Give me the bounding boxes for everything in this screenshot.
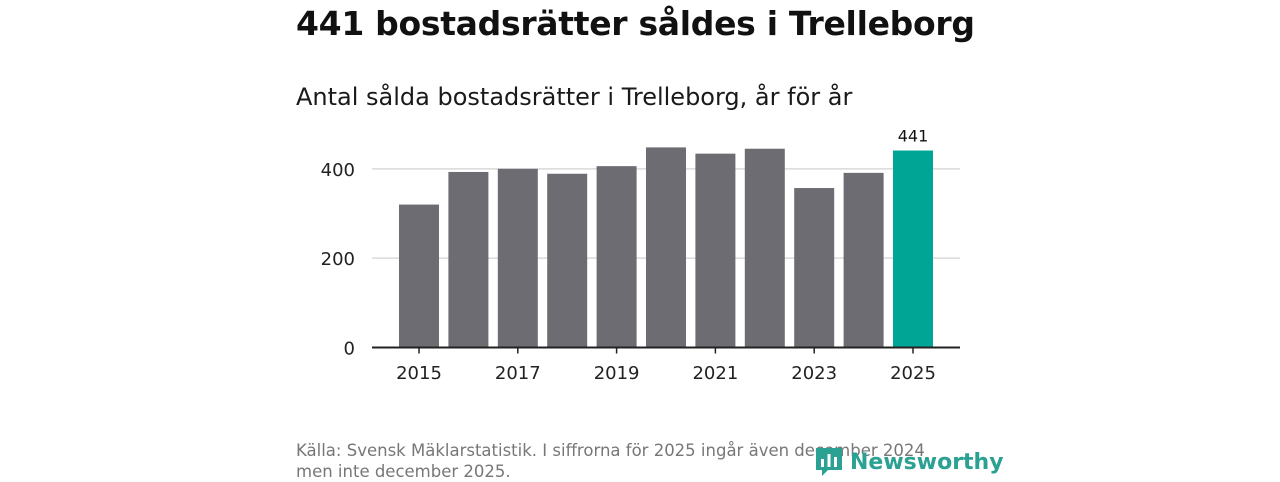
x-tick-label-2023: 2023 [791, 363, 837, 384]
bar-2024 [843, 172, 884, 348]
x-tick-label-2025: 2025 [890, 363, 936, 384]
newsworthy-logo-icon [816, 448, 842, 476]
newsworthy-logo-text: Newsworthy [850, 449, 1004, 475]
source-note: Källa: Svensk Mäklarstatistik. I siffror… [296, 441, 925, 481]
y-tick-label-400: 400 [321, 160, 355, 181]
x-tick-label-2015: 2015 [396, 363, 442, 384]
chart-subtitle: Antal sålda bostadsrätter i Trelleborg, … [296, 83, 853, 111]
y-tick-label-0: 0 [344, 339, 355, 360]
y-tick-label-200: 200 [321, 249, 355, 270]
bar-2018 [547, 173, 588, 348]
newsworthy-logo[interactable]: Newsworthy [814, 446, 1004, 478]
bar-2021 [695, 153, 736, 348]
x-tick-label-2019: 2019 [594, 363, 640, 384]
bar-2015 [399, 204, 439, 348]
bar-2022 [744, 148, 785, 348]
x-tick-label-2021: 2021 [692, 363, 738, 384]
bar-2025 [893, 150, 933, 348]
data-label-2025: 441 [898, 127, 929, 146]
chart-title: 441 bostadsrätter såldes i Trelleborg [296, 4, 975, 43]
bar-2017 [497, 168, 538, 348]
bar-2019 [596, 166, 637, 348]
bar-2023 [794, 188, 835, 348]
x-tick-label-2017: 2017 [495, 363, 541, 384]
bar-2016 [448, 171, 489, 348]
bar-2020 [646, 147, 686, 348]
